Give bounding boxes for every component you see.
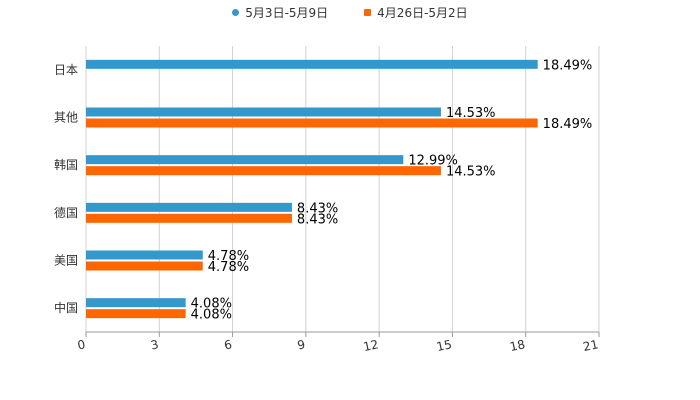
x-tick-label-6: 18 — [508, 337, 526, 354]
legend-label-series-1: 5月3日-5月9日 — [245, 6, 329, 20]
y-category-label-0: 日本 — [54, 63, 78, 77]
data-label-series-1-5: 4.08% — [191, 297, 232, 312]
bar-series-1-2 — [86, 155, 404, 165]
x-tick-label-2: 6 — [223, 337, 233, 352]
x-tick-label-3: 9 — [296, 337, 306, 352]
bar-series-1-0 — [86, 59, 538, 69]
data-label-series-1-2: 12.99% — [408, 154, 458, 169]
y-category-label-5: 中国 — [54, 300, 78, 315]
data-label-series-1-0: 18.49% — [543, 58, 593, 73]
legend-label-series-2: 4月26日-5月2日 — [377, 6, 468, 20]
data-label-series-1-4: 4.78% — [208, 249, 249, 264]
x-tick-label-4: 12 — [362, 337, 380, 354]
data-label-series-1-3: 8.43% — [297, 201, 338, 216]
y-category-label-4: 美国 — [54, 254, 78, 268]
y-category-label-3: 德国 — [54, 205, 78, 220]
data-label-series-2-2: 14.53% — [446, 165, 496, 180]
legend-marker-series-2 — [364, 9, 372, 16]
data-label-series-2-5: 4.08% — [191, 308, 232, 323]
legend-marker-series-1 — [232, 9, 240, 16]
bar-series-1-4 — [86, 250, 203, 260]
bar-series-1-1 — [86, 107, 441, 117]
legend-item-series-2[interactable]: 4月26日-5月2日 — [364, 4, 468, 21]
data-label-series-1-1: 14.53% — [446, 106, 496, 121]
bar-series-2-1 — [86, 118, 538, 128]
bar-series-2-3 — [86, 213, 292, 223]
data-label-series-2-4: 4.78% — [208, 260, 249, 275]
legend: 5月3日-5月9日 4月26日-5月2日 — [0, 4, 700, 21]
bar-series-2-2 — [86, 166, 441, 176]
bar-series-1-5 — [86, 298, 186, 308]
y-category-label-1: 其他 — [54, 111, 78, 125]
x-tick-label-0: 0 — [76, 337, 86, 352]
y-category-label-2: 韩国 — [54, 157, 78, 172]
x-tick-label-5: 15 — [435, 337, 453, 354]
bar-series-2-5 — [86, 309, 186, 319]
data-label-series-2-3: 8.43% — [297, 212, 338, 227]
data-label-series-2-1: 18.49% — [543, 117, 593, 132]
legend-item-series-1[interactable]: 5月3日-5月9日 — [232, 4, 328, 21]
bar-series-2-4 — [86, 261, 203, 271]
bar-series-1-3 — [86, 202, 292, 212]
x-tick-label-1: 3 — [150, 337, 160, 352]
x-tick-label-7: 21 — [582, 337, 600, 354]
